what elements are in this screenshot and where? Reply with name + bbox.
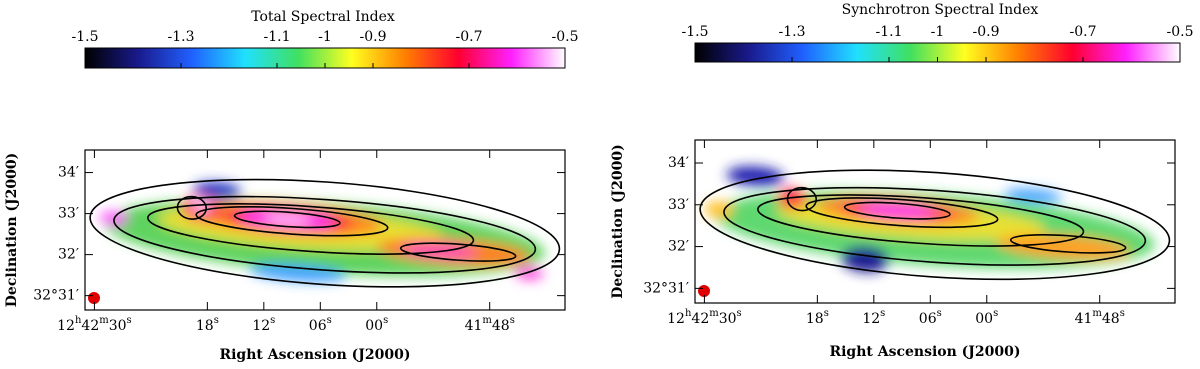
y-axis-label: Declination (J2000) bbox=[4, 153, 20, 307]
x-tick-label: 18s bbox=[806, 308, 829, 327]
x-tick-label: 06s bbox=[919, 308, 942, 327]
colorbar-tick-label: -1 bbox=[931, 24, 945, 40]
panel: Synchrotron Spectral Index -1.5 -1.3 -1.1 -1… bbox=[610, 2, 1194, 360]
x-axis-label: Right Ascension (J2000) bbox=[829, 344, 1020, 360]
contour bbox=[233, 210, 341, 229]
colorbar-tick-label: -0.9 bbox=[360, 29, 387, 45]
y-tick-label: 32°31′ bbox=[643, 280, 689, 296]
x-tick-label: 06s bbox=[309, 315, 332, 334]
colorbar-tick-label: -0.5 bbox=[1167, 24, 1194, 40]
y-tick-label: 32′ bbox=[668, 239, 689, 255]
y-tick-label: 34′ bbox=[58, 165, 79, 181]
y-tick-label: 32′ bbox=[58, 247, 79, 263]
contour bbox=[147, 203, 475, 255]
contour bbox=[843, 201, 951, 220]
title: Total Spectral Index bbox=[251, 9, 395, 25]
colorbar-tick-label: -1.3 bbox=[779, 24, 806, 40]
y-tick-label: 32°31′ bbox=[33, 288, 79, 304]
contour bbox=[113, 195, 537, 274]
x-tick-label: 41m48s bbox=[465, 315, 515, 334]
x-axis-label: Right Ascension (J2000) bbox=[219, 347, 410, 363]
map-image bbox=[89, 178, 561, 288]
contour bbox=[723, 186, 1147, 266]
contour bbox=[699, 169, 1171, 281]
colorbar-tick-label: -1.5 bbox=[682, 24, 709, 40]
x-tick-label: 41m48s bbox=[1075, 308, 1125, 327]
contour bbox=[195, 206, 389, 237]
y-axis-label: Declination (J2000) bbox=[610, 144, 626, 298]
y-tick-label: 33′ bbox=[58, 206, 79, 222]
contour bbox=[757, 194, 1085, 247]
contour bbox=[399, 242, 517, 262]
contour bbox=[786, 186, 818, 212]
colorbar-tick-label: -1.3 bbox=[168, 29, 195, 45]
map-image bbox=[699, 166, 1171, 281]
contour bbox=[1009, 234, 1127, 254]
y-tick-label: 33′ bbox=[668, 197, 689, 213]
x-tick-label: 12h42m30s bbox=[667, 308, 742, 327]
x-tick-label: 18s bbox=[196, 315, 219, 334]
x-tick-label: 00s bbox=[975, 308, 998, 327]
contour bbox=[176, 195, 208, 220]
beam bbox=[88, 292, 100, 304]
x-tick-label: 12h42m30s bbox=[57, 315, 132, 334]
x-tick-label: 12s bbox=[252, 315, 275, 334]
panel: Total Spectral Index -1.5 -1.3 -1.1 -1 -0.9 -0… bbox=[4, 9, 579, 363]
colorbar-tick-label: -1.1 bbox=[264, 29, 291, 45]
x-tick-label: 00s bbox=[365, 315, 388, 334]
colorbar-tick-label: -0.7 bbox=[456, 29, 483, 45]
title: Synchrotron Spectral Index bbox=[842, 2, 1039, 18]
plot-frame bbox=[84, 149, 566, 311]
colorbar-tick-label: -1 bbox=[318, 29, 332, 45]
plot-frame bbox=[694, 139, 1176, 304]
colorbar-tick-label: -1.5 bbox=[72, 29, 99, 45]
contour bbox=[89, 178, 561, 288]
colorbar-tick-label: -0.7 bbox=[1070, 24, 1097, 40]
contour bbox=[805, 197, 999, 229]
colorbar-tick-label: -0.9 bbox=[973, 24, 1000, 40]
y-tick-label: 34′ bbox=[668, 155, 689, 171]
colorbar-tick-label: -1.1 bbox=[876, 24, 903, 40]
colorbar-tick-label: -0.5 bbox=[552, 29, 579, 45]
x-tick-label: 12s bbox=[862, 308, 885, 327]
